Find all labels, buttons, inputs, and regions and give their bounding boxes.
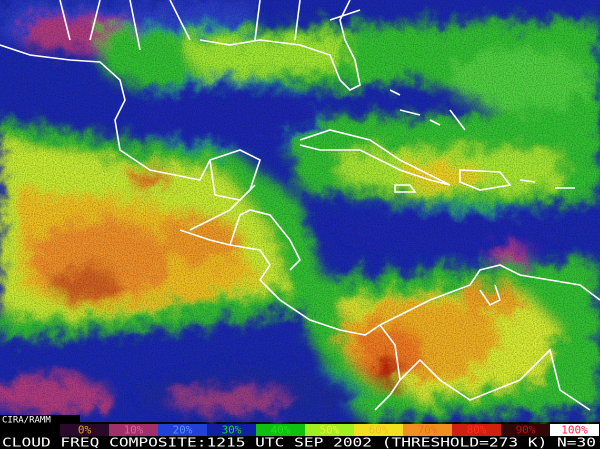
legend-swatch [403,424,452,436]
legend-swatch [207,424,256,436]
caption-background [0,436,600,449]
legend-label: 100% [561,424,588,437]
legend-label: 0% [78,424,92,437]
legend-label: 30% [222,424,242,437]
legend-swatch [158,424,207,436]
legend-swatch [305,424,354,436]
legend-swatch [256,424,305,436]
legend-label: 90% [516,424,536,437]
legend-swatch [354,424,403,436]
credit-background [0,415,80,424]
legend-label: 60% [369,424,389,437]
legend-label: 80% [467,424,487,437]
credit: CIRA/RAMM [2,416,51,426]
imagery [0,0,600,422]
legend-label: 40% [271,424,291,437]
legend-label: 20% [173,424,193,437]
legend-swatch [109,424,158,436]
legend-swatch [60,424,109,436]
legend-swatch [452,424,501,436]
legend-label: 10% [124,424,144,437]
legend: 0% 10% 20% 30% 40% 50% 60% 70% 80% 90% 100% [0,424,600,437]
legend-label: 70% [418,424,438,437]
legend-swatch [550,424,599,436]
caption: CLOUD FREQ COMPOSITE:1215 UTC SEP 2002 (… [2,436,596,449]
legend-swatch [501,424,550,436]
coastlines [0,0,600,411]
legend-label: 50% [320,424,340,437]
